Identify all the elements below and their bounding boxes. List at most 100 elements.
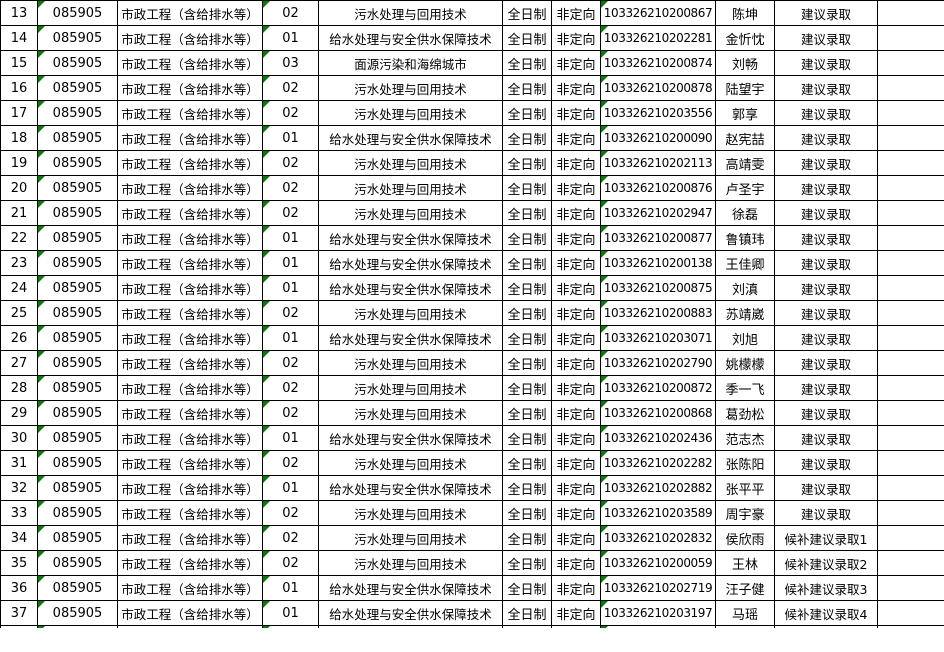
direction-code-cell[interactable]: 02 (262, 175, 319, 201)
study-mode-cell[interactable]: 全日制 (502, 150, 552, 176)
exam-number-cell[interactable]: 103326210203197 (600, 600, 716, 626)
direction-name-cell[interactable]: 污水处理与回用技术 (318, 550, 503, 576)
orientation-type-cell[interactable]: 非定向 (551, 225, 601, 251)
direction-code-cell[interactable]: 02 (262, 500, 319, 526)
exam-number-cell[interactable]: 103326210200872 (600, 375, 716, 401)
major-name-cell[interactable]: 市政工程（含给排水等） (117, 225, 263, 251)
major-name-cell[interactable]: 市政工程（含给排水等） (117, 350, 263, 376)
orientation-type-cell[interactable]: 非定向 (551, 500, 601, 526)
candidate-name-cell[interactable]: 徐磊 (715, 200, 775, 226)
direction-name-cell[interactable]: 污水处理与回用技术 (318, 450, 503, 476)
admission-status-cell[interactable]: 建议录取 (774, 25, 878, 51)
candidate-name-cell[interactable]: 姚檬檬 (715, 350, 775, 376)
exam-number-cell[interactable]: 103326210200867 (600, 0, 716, 26)
remark-cell[interactable] (877, 550, 944, 576)
major-name-cell[interactable]: 市政工程（含给排水等） (117, 0, 263, 26)
row-index-cell[interactable]: 34 (0, 525, 38, 551)
orientation-type-cell[interactable]: 非定向 (551, 600, 601, 626)
row-index-cell[interactable]: 22 (0, 225, 38, 251)
exam-number-cell[interactable]: 103326210203556 (600, 100, 716, 126)
program-code-cell[interactable]: 085905 (37, 225, 118, 251)
direction-name-cell[interactable]: 给水处理与安全供水保障技术 (318, 425, 503, 451)
major-name-cell[interactable]: 市政工程（含给排水等） (117, 200, 263, 226)
candidate-name-cell[interactable]: 侯欣雨 (715, 525, 775, 551)
candidate-name-cell[interactable]: 马瑶 (715, 600, 775, 626)
row-index-cell[interactable]: 30 (0, 425, 38, 451)
orientation-type-cell[interactable]: 非定向 (551, 325, 601, 351)
study-mode-cell[interactable]: 全日制 (502, 100, 552, 126)
direction-code-cell[interactable]: 02 (262, 150, 319, 176)
direction-name-cell[interactable]: 污水处理与回用技术 (318, 150, 503, 176)
admission-status-cell[interactable]: 建议录取 (774, 75, 878, 101)
candidate-name-cell[interactable]: 汪子健 (715, 575, 775, 601)
candidate-name-cell[interactable]: 刘旭 (715, 325, 775, 351)
study-mode-cell[interactable]: 全日制 (502, 50, 552, 76)
row-index-cell[interactable]: 23 (0, 250, 38, 276)
exam-number-cell[interactable]: 103326210202832 (600, 525, 716, 551)
orientation-type-cell[interactable]: 非定向 (551, 175, 601, 201)
orientation-type-cell[interactable]: 非定向 (551, 375, 601, 401)
program-code-cell[interactable]: 085905 (37, 200, 118, 226)
major-name-cell[interactable]: 市政工程（含给排水等） (117, 575, 263, 601)
direction-name-cell[interactable]: 给水处理与安全供水保障技术 (318, 575, 503, 601)
program-code-cell[interactable]: 085905 (37, 550, 118, 576)
major-name-cell[interactable]: 市政工程（含给排水等） (117, 475, 263, 501)
direction-code-cell[interactable]: 02 (262, 350, 319, 376)
program-code-cell[interactable]: 085905 (37, 150, 118, 176)
program-code-cell[interactable]: 085905 (37, 250, 118, 276)
remark-cell[interactable] (877, 425, 944, 451)
program-code-cell[interactable]: 085905 (37, 475, 118, 501)
row-index-cell[interactable]: 28 (0, 375, 38, 401)
exam-number-cell[interactable]: 103326210202790 (600, 350, 716, 376)
remark-cell[interactable] (877, 250, 944, 276)
program-code-cell[interactable]: 085905 (37, 275, 118, 301)
exam-number-cell[interactable]: 103326210200868 (600, 400, 716, 426)
study-mode-cell[interactable]: 全日制 (502, 525, 552, 551)
candidate-name-cell[interactable]: 周宇豪 (715, 500, 775, 526)
exam-number-cell[interactable]: 103326210200090 (600, 125, 716, 151)
study-mode-cell[interactable]: 全日制 (502, 125, 552, 151)
row-index-cell[interactable]: 18 (0, 125, 38, 151)
remark-cell[interactable] (877, 75, 944, 101)
major-name-cell[interactable]: 市政工程（含给排水等） (117, 100, 263, 126)
program-code-cell[interactable]: 085905 (37, 175, 118, 201)
admission-status-cell[interactable]: 建议录取 (774, 50, 878, 76)
exam-number-cell[interactable]: 103326210202947 (600, 200, 716, 226)
study-mode-cell[interactable]: 全日制 (502, 200, 552, 226)
orientation-type-cell[interactable]: 非定向 (551, 300, 601, 326)
program-code-cell[interactable]: 085905 (37, 125, 118, 151)
orientation-type-cell[interactable]: 非定向 (551, 550, 601, 576)
study-mode-cell[interactable]: 全日制 (502, 275, 552, 301)
program-code-cell[interactable]: 085905 (37, 400, 118, 426)
direction-name-cell[interactable]: 给水处理与安全供水保障技术 (318, 125, 503, 151)
remark-cell[interactable] (877, 500, 944, 526)
exam-number-cell[interactable]: 103326210200875 (600, 275, 716, 301)
orientation-type-cell[interactable]: 非定向 (551, 250, 601, 276)
direction-name-cell[interactable]: 污水处理与回用技术 (318, 100, 503, 126)
candidate-name-cell[interactable]: 郭享 (715, 100, 775, 126)
admission-status-cell[interactable]: 建议录取 (774, 275, 878, 301)
direction-name-cell[interactable]: 污水处理与回用技术 (318, 350, 503, 376)
exam-number-cell[interactable]: 103326210200138 (600, 250, 716, 276)
study-mode-cell[interactable]: 全日制 (502, 425, 552, 451)
admission-status-cell[interactable]: 建议录取 (774, 200, 878, 226)
major-name-cell[interactable]: 市政工程（含给排水等） (117, 375, 263, 401)
admission-status-cell[interactable]: 建议录取 (774, 325, 878, 351)
major-name-cell[interactable]: 市政工程（含给排水等） (117, 400, 263, 426)
program-code-cell[interactable]: 085905 (37, 75, 118, 101)
program-code-cell[interactable]: 085905 (37, 450, 118, 476)
direction-name-cell[interactable]: 污水处理与回用技术 (318, 300, 503, 326)
exam-number-cell[interactable]: 103326210200878 (600, 75, 716, 101)
exam-number-cell[interactable]: 103326210200877 (600, 225, 716, 251)
admission-status-cell[interactable]: 候补建议录取1 (774, 525, 878, 551)
candidate-name-cell[interactable]: 张陈阳 (715, 450, 775, 476)
candidate-name-cell[interactable]: 王林 (715, 550, 775, 576)
direction-code-cell[interactable]: 02 (262, 400, 319, 426)
direction-code-cell[interactable]: 01 (262, 225, 319, 251)
major-name-cell[interactable]: 市政工程（含给排水等） (117, 500, 263, 526)
major-name-cell[interactable]: 市政工程（含给排水等） (117, 125, 263, 151)
study-mode-cell[interactable]: 全日制 (502, 400, 552, 426)
direction-name-cell[interactable]: 给水处理与安全供水保障技术 (318, 25, 503, 51)
remark-cell[interactable] (877, 175, 944, 201)
candidate-name-cell[interactable]: 刘畅 (715, 50, 775, 76)
